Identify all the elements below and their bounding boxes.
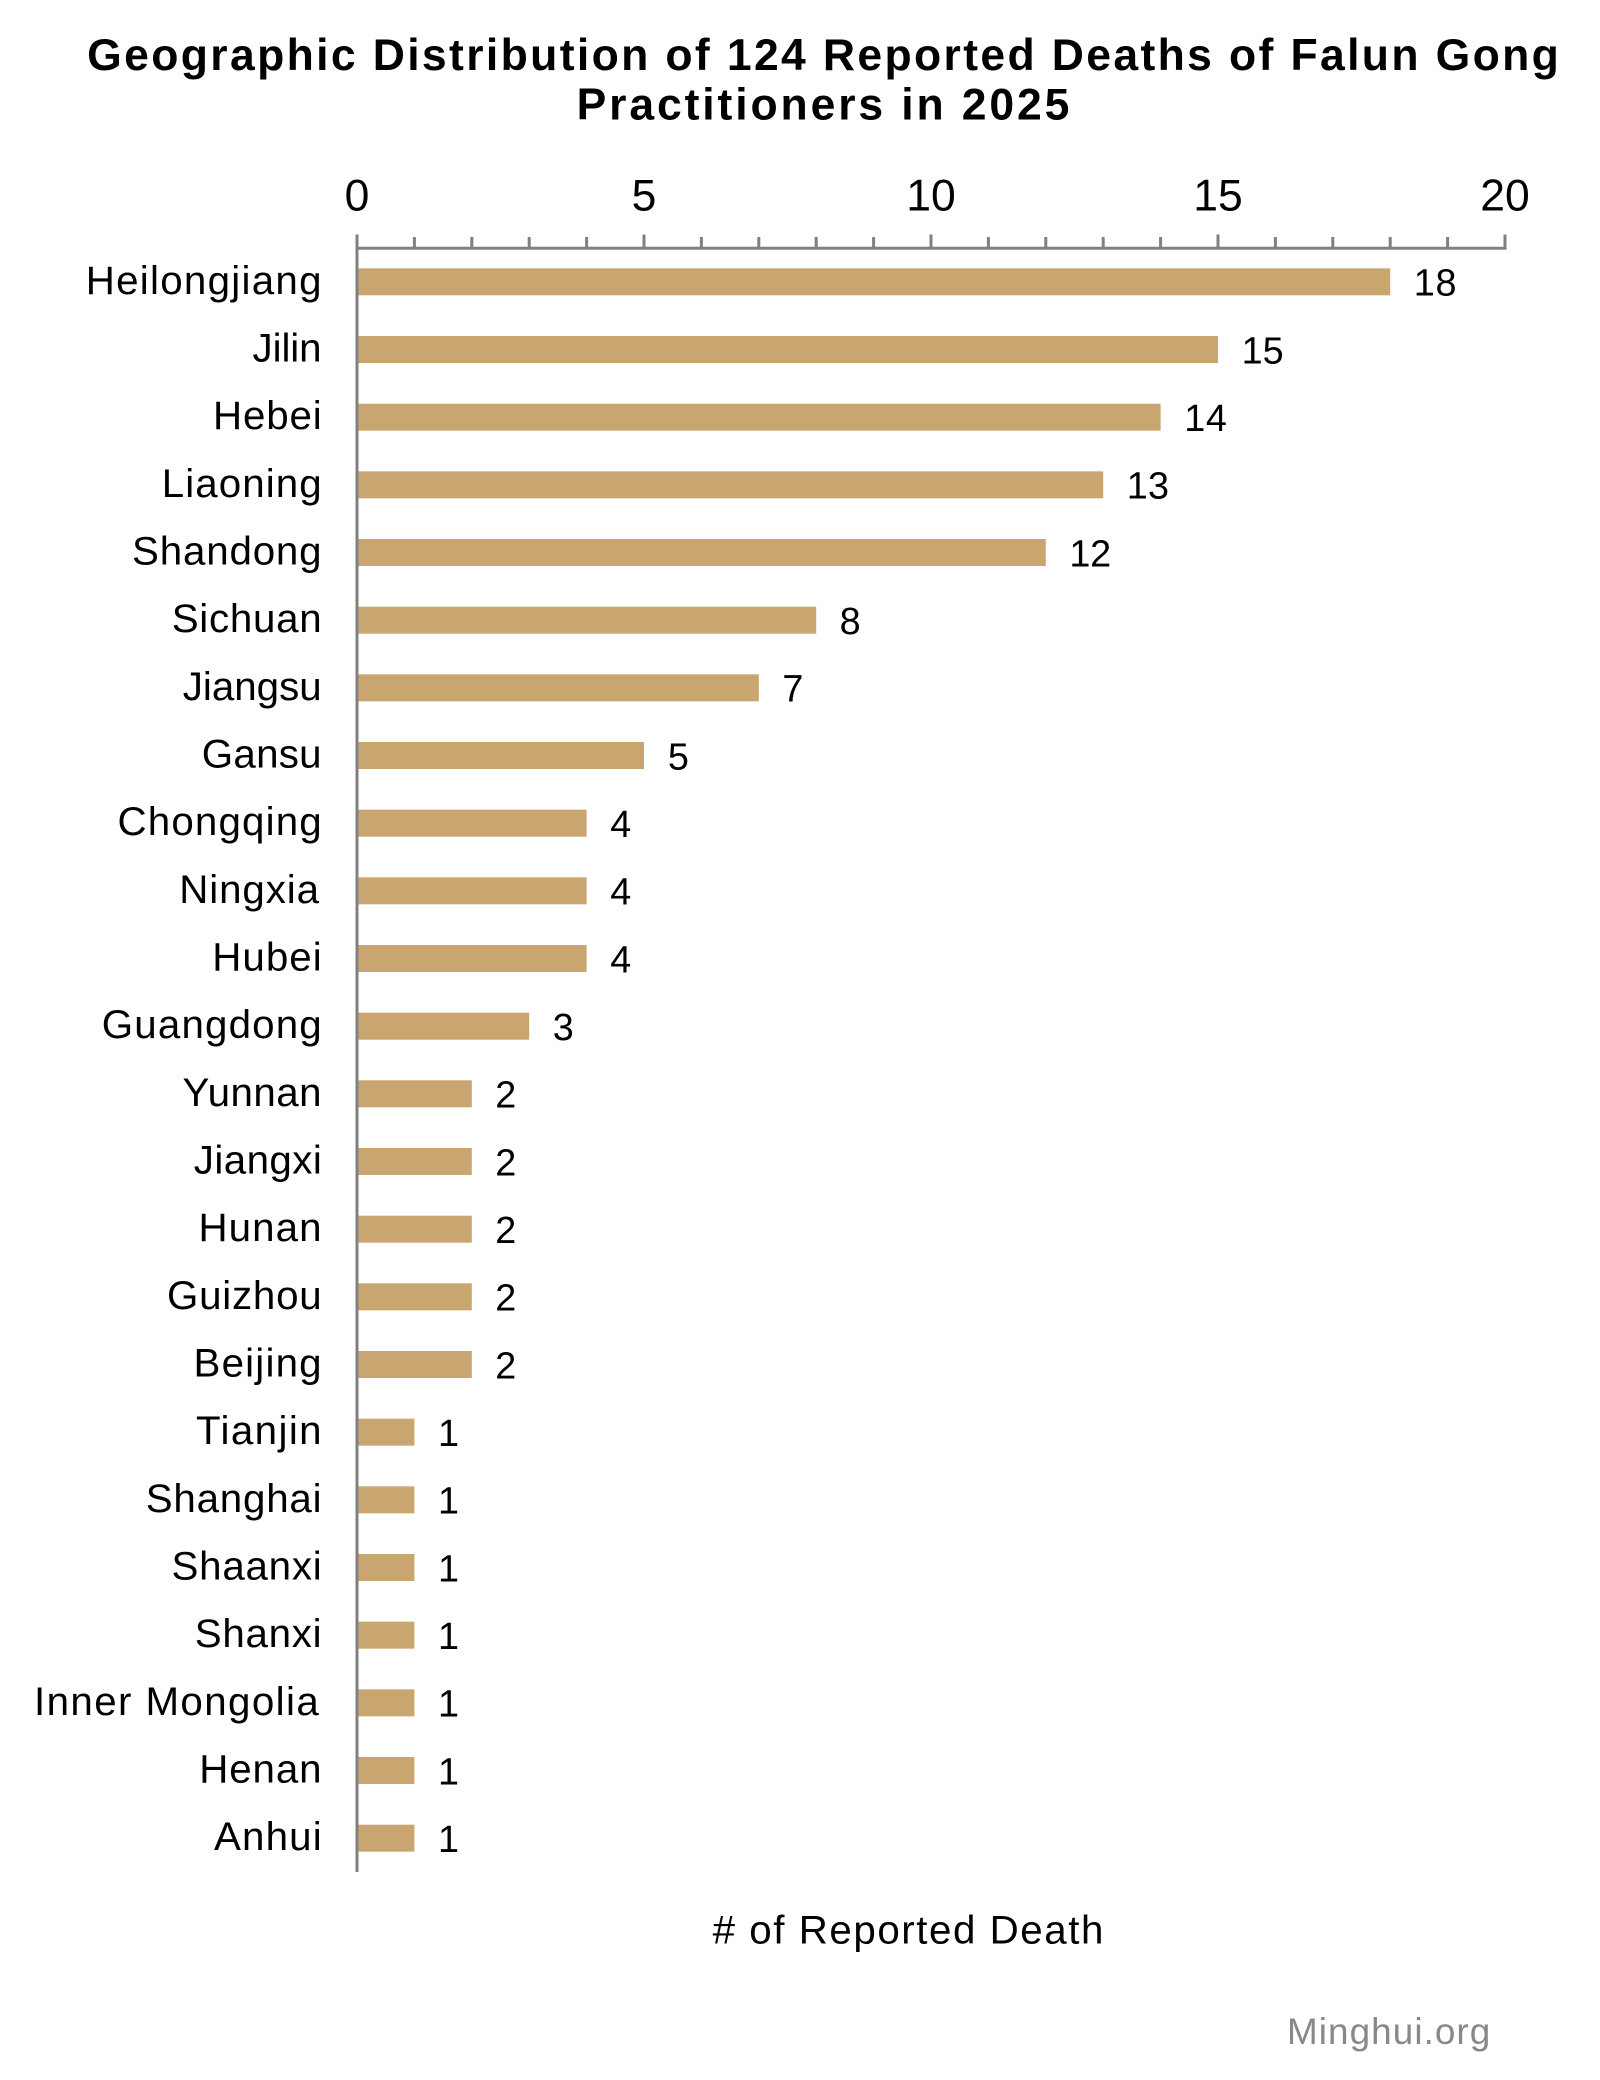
- svg-text:Shandong: Shandong: [132, 529, 322, 574]
- svg-text:Anhui: Anhui: [214, 1814, 322, 1859]
- svg-text:Gansu: Gansu: [202, 732, 322, 777]
- svg-text:20: 20: [1480, 172, 1530, 221]
- svg-text:12: 12: [1069, 533, 1111, 575]
- svg-text:Shaanxi: Shaanxi: [172, 1544, 322, 1589]
- svg-text:Inner Mongolia: Inner Mongolia: [34, 1679, 319, 1724]
- svg-text:Hebei: Hebei: [213, 393, 322, 438]
- svg-text:Practitioners in 2025: Practitioners in 2025: [577, 81, 1070, 130]
- svg-text:# of Reported Death: # of Reported Death: [713, 1907, 1104, 1952]
- svg-text:2: 2: [495, 1278, 516, 1320]
- svg-text:13: 13: [1127, 466, 1169, 508]
- svg-text:Sichuan: Sichuan: [172, 596, 322, 641]
- svg-text:3: 3: [553, 1007, 574, 1049]
- svg-text:0: 0: [345, 172, 370, 221]
- svg-text:Hunan: Hunan: [199, 1205, 322, 1250]
- svg-text:Ningxia: Ningxia: [179, 867, 319, 912]
- svg-text:1: 1: [438, 1684, 459, 1726]
- svg-text:Henan: Henan: [199, 1747, 321, 1792]
- svg-text:2: 2: [495, 1075, 516, 1117]
- svg-text:2: 2: [495, 1210, 516, 1252]
- svg-text:Yunnan: Yunnan: [183, 1070, 322, 1115]
- svg-text:2: 2: [495, 1142, 516, 1184]
- svg-text:14: 14: [1184, 398, 1227, 440]
- svg-text:Heilongjiang: Heilongjiang: [86, 258, 322, 303]
- svg-text:Jiangxi: Jiangxi: [194, 1138, 322, 1183]
- svg-text:2: 2: [495, 1345, 516, 1387]
- svg-text:1: 1: [438, 1751, 459, 1793]
- svg-text:15: 15: [1242, 330, 1284, 372]
- svg-text:Jiangsu: Jiangsu: [183, 664, 322, 709]
- svg-text:4: 4: [610, 804, 631, 846]
- svg-text:Beijing: Beijing: [194, 1341, 322, 1386]
- svg-text:Shanghai: Shanghai: [146, 1476, 322, 1521]
- svg-text:18: 18: [1414, 263, 1457, 305]
- svg-text:Shanxi: Shanxi: [195, 1611, 322, 1656]
- svg-text:5: 5: [632, 172, 657, 221]
- svg-text:1: 1: [438, 1819, 459, 1861]
- svg-text:4: 4: [610, 939, 631, 981]
- svg-text:Liaoning: Liaoning: [162, 461, 322, 506]
- svg-text:7: 7: [782, 669, 803, 711]
- svg-text:10: 10: [906, 172, 956, 221]
- svg-text:Hubei: Hubei: [212, 935, 321, 980]
- svg-text:Guizhou: Guizhou: [167, 1273, 322, 1318]
- svg-text:Minghui.org: Minghui.org: [1287, 2011, 1490, 2052]
- svg-text:Tianjin: Tianjin: [196, 1408, 322, 1453]
- svg-text:15: 15: [1193, 172, 1243, 221]
- svg-text:Guangdong: Guangdong: [102, 1002, 322, 1047]
- svg-text:5: 5: [668, 736, 689, 778]
- svg-text:Jilin: Jilin: [253, 326, 322, 371]
- svg-text:1: 1: [438, 1413, 459, 1455]
- svg-text:1: 1: [438, 1548, 459, 1590]
- svg-text:Geographic Distribution of 124: Geographic Distribution of 124 Reported …: [87, 31, 1559, 80]
- svg-text:Chongqing: Chongqing: [118, 799, 322, 844]
- svg-text:1: 1: [438, 1481, 459, 1523]
- svg-text:1: 1: [438, 1616, 459, 1658]
- svg-text:8: 8: [840, 601, 861, 643]
- svg-text:4: 4: [610, 872, 631, 914]
